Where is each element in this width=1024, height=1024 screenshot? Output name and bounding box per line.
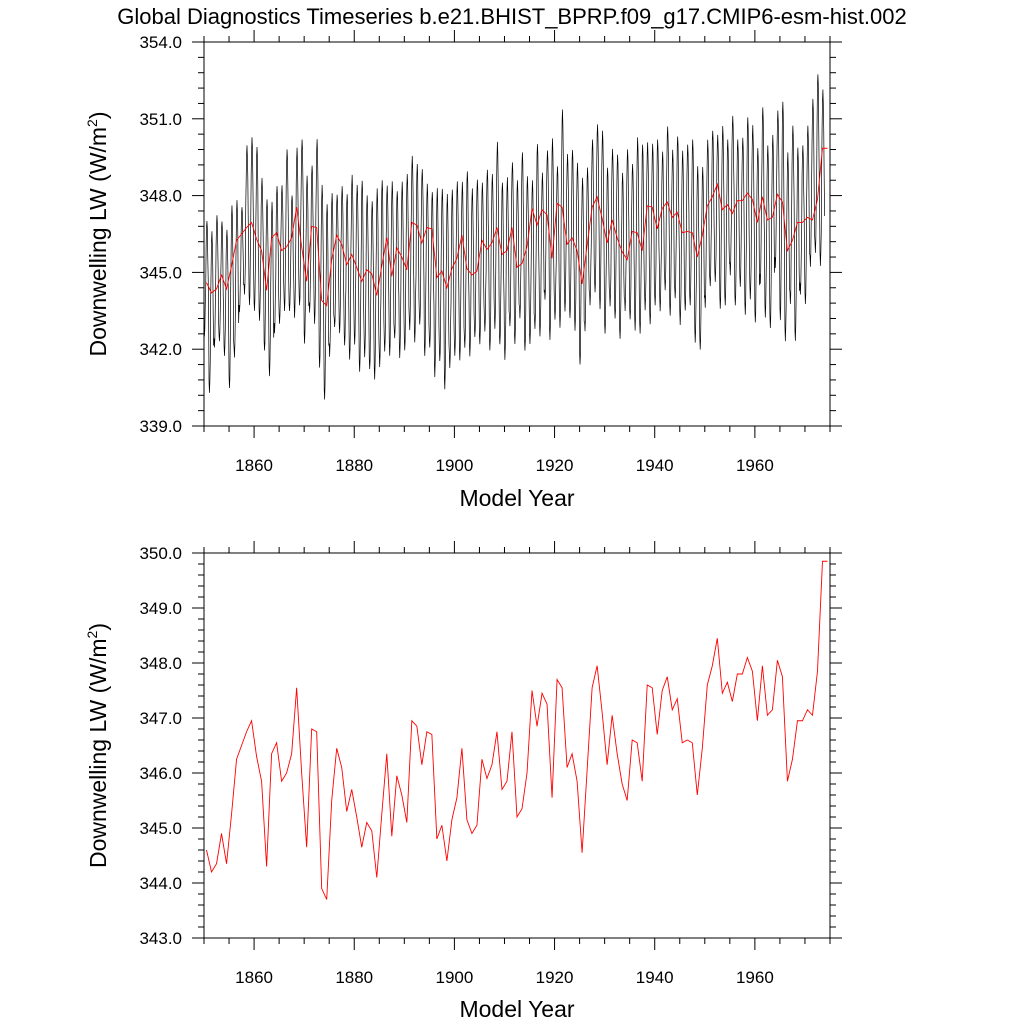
y-axis-label: Downwelling LW (W/m2) (84, 623, 111, 868)
y-tick-label: 346.0 (139, 764, 182, 783)
plot-frame (203, 552, 831, 939)
series-annual-mean-line (206, 147, 828, 307)
x-axis-label: Model Year (459, 485, 574, 511)
plot-area (204, 74, 828, 400)
y-tick-label: 349.0 (139, 599, 182, 618)
figure-title: Global Diagnostics Timeseries b.e21.BHIS… (117, 4, 907, 29)
y-tick-label: 347.0 (139, 709, 182, 728)
x-tick-label: 1940 (636, 968, 674, 987)
x-tick-label: 1920 (536, 968, 574, 987)
x-tick-label: 1900 (435, 456, 473, 475)
top-panel-monthly-annual: 1860 1880 1900 1920 1940 1960 339.0 342.0 345.0 3… (84, 30, 842, 511)
x-tick-label: 1940 (636, 456, 674, 475)
y-tick-label: 348.0 (139, 654, 182, 673)
x-tick-label: 1880 (335, 968, 373, 987)
x-tick-label: 1880 (335, 456, 373, 475)
y-tick-label: 351.0 (139, 110, 182, 129)
x-tick-label: 1860 (235, 456, 273, 475)
bottom-panel-annual: 1860 1880 1900 1920 1940 1960 343.0 344.0 345.0 3… (84, 541, 842, 1022)
y-tick-label: 339.0 (139, 417, 182, 436)
y-tick-label: 345.0 (139, 263, 182, 282)
x-tick-label: 1960 (736, 456, 774, 475)
x-tick-label: 1920 (536, 456, 574, 475)
x-tick-label: 1900 (435, 968, 473, 987)
y-tick-label: 354.0 (139, 33, 182, 52)
x-tick-label: 1860 (235, 968, 273, 987)
y-axis-label: Downwelling LW (W/m2) (84, 111, 111, 356)
y-tick-label: 345.0 (139, 819, 182, 838)
plot-area (206, 560, 828, 900)
y-tick-label: 348.0 (139, 187, 182, 206)
y-tick-label: 344.0 (139, 874, 182, 893)
plot-frame (203, 41, 831, 427)
y-tick-label: 343.0 (139, 929, 182, 948)
series-monthly-line (204, 74, 825, 400)
x-tick-label: 1960 (736, 968, 774, 987)
x-axis-label: Model Year (459, 996, 574, 1022)
y-tick-label: 350.0 (139, 544, 182, 563)
series-annual-mean-line (206, 560, 828, 900)
y-tick-label: 342.0 (139, 340, 182, 359)
